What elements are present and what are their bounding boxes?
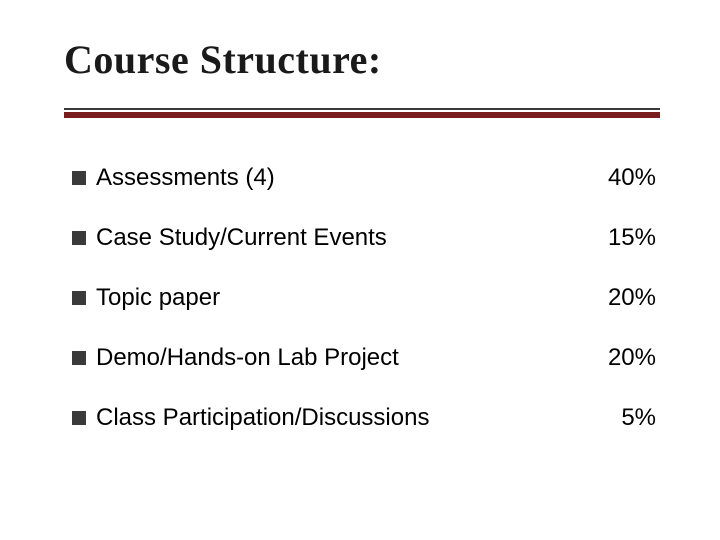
list-item: Topic paper 20% — [72, 268, 656, 328]
item-label: Topic paper — [96, 284, 566, 312]
square-bullet-icon — [72, 231, 86, 245]
list-item: Class Participation/Discussions 5% — [72, 388, 656, 448]
item-percent: 15% — [566, 224, 656, 252]
slide-title: Course Structure: — [64, 36, 656, 83]
list-item: Demo/Hands-on Lab Project 20% — [72, 328, 656, 388]
square-bullet-icon — [72, 411, 86, 425]
item-label: Case Study/Current Events — [96, 224, 566, 252]
title-block: Course Structure: — [64, 36, 656, 83]
item-percent: 20% — [566, 344, 656, 372]
title-underline — [64, 108, 660, 118]
list-item: Assessments (4) 40% — [72, 148, 656, 208]
list-item: Case Study/Current Events 15% — [72, 208, 656, 268]
item-percent: 40% — [566, 164, 656, 192]
item-percent: 20% — [566, 284, 656, 312]
square-bullet-icon — [72, 171, 86, 185]
item-label: Class Participation/Discussions — [96, 404, 566, 432]
item-percent: 5% — [566, 404, 656, 432]
items-list: Assessments (4) 40% Case Study/Current E… — [72, 148, 656, 448]
item-label: Demo/Hands-on Lab Project — [96, 344, 566, 372]
square-bullet-icon — [72, 351, 86, 365]
square-bullet-icon — [72, 291, 86, 305]
underline-thick — [64, 112, 660, 118]
item-label: Assessments (4) — [96, 164, 566, 192]
underline-thin — [64, 108, 660, 110]
